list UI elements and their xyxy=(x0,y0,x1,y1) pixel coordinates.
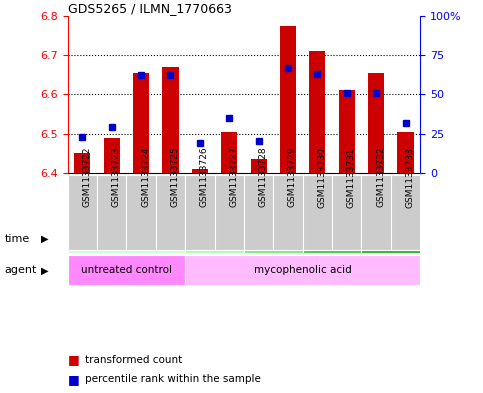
Text: ■: ■ xyxy=(68,373,79,386)
Text: GDS5265 / ILMN_1770663: GDS5265 / ILMN_1770663 xyxy=(68,2,231,15)
Text: hour 72: hour 72 xyxy=(370,234,411,244)
Bar xyxy=(127,175,156,250)
Bar xyxy=(185,175,214,250)
Bar xyxy=(68,175,97,250)
Text: transformed count: transformed count xyxy=(85,354,182,365)
Text: time: time xyxy=(5,234,30,244)
Bar xyxy=(303,175,332,250)
Bar xyxy=(221,132,237,173)
Bar xyxy=(280,26,296,173)
Bar xyxy=(244,224,303,253)
Bar xyxy=(185,224,244,253)
Text: hour 12: hour 12 xyxy=(194,234,235,244)
Text: GSM1133729: GSM1133729 xyxy=(288,147,297,208)
Bar xyxy=(251,159,267,173)
Bar xyxy=(361,175,391,250)
Bar xyxy=(185,255,420,285)
Text: percentile rank within the sample: percentile rank within the sample xyxy=(85,374,260,384)
Bar xyxy=(368,73,384,173)
Text: GSM1133731: GSM1133731 xyxy=(347,147,356,208)
Bar xyxy=(68,224,185,253)
Bar xyxy=(104,138,120,173)
Text: ▶: ▶ xyxy=(41,234,49,244)
Text: hour 48: hour 48 xyxy=(312,234,352,244)
Bar xyxy=(156,175,185,250)
Bar xyxy=(361,224,420,253)
Bar xyxy=(398,132,413,173)
Text: GSM1133725: GSM1133725 xyxy=(170,147,180,208)
Text: GSM1133728: GSM1133728 xyxy=(258,147,268,208)
Text: hour 0: hour 0 xyxy=(110,234,143,244)
Text: GSM1133726: GSM1133726 xyxy=(200,147,209,208)
Bar xyxy=(133,73,149,173)
Bar xyxy=(303,224,361,253)
Text: GSM1133722: GSM1133722 xyxy=(82,147,91,208)
Bar xyxy=(74,153,90,173)
Text: mycophenolic acid: mycophenolic acid xyxy=(254,265,352,275)
Text: GSM1133730: GSM1133730 xyxy=(317,147,327,208)
Text: ▶: ▶ xyxy=(41,265,49,275)
Bar xyxy=(162,67,179,173)
Text: agent: agent xyxy=(5,265,37,275)
Text: GSM1133733: GSM1133733 xyxy=(406,147,414,208)
Text: untreated control: untreated control xyxy=(81,265,172,275)
Text: GSM1133724: GSM1133724 xyxy=(141,147,150,208)
Bar xyxy=(309,51,326,173)
Text: GSM1133732: GSM1133732 xyxy=(376,147,385,208)
Text: GSM1133723: GSM1133723 xyxy=(112,147,121,208)
Bar xyxy=(273,175,303,250)
Bar xyxy=(214,175,244,250)
Bar xyxy=(391,175,420,250)
Bar xyxy=(97,175,127,250)
Bar xyxy=(192,169,208,173)
Text: ■: ■ xyxy=(68,353,79,366)
Bar xyxy=(68,255,185,285)
Bar xyxy=(244,175,273,250)
Text: GSM1133727: GSM1133727 xyxy=(229,147,238,208)
Text: hour 24: hour 24 xyxy=(253,234,294,244)
Bar xyxy=(339,90,355,173)
Bar xyxy=(332,175,361,250)
